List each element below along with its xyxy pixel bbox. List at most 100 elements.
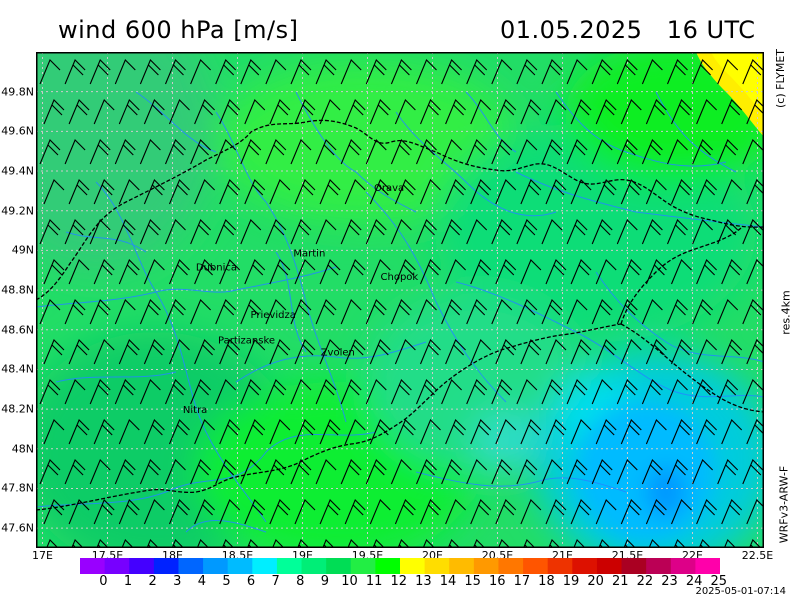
wind-barb — [441, 59, 462, 85]
wind-barb — [620, 99, 642, 125]
wind-barb — [93, 179, 115, 205]
wind-barb — [541, 219, 563, 245]
wind-map: OravaMartinDubnicaChopokPrievidzaPartiza… — [36, 52, 764, 548]
wind-barb — [545, 339, 567, 365]
wind-barb — [43, 419, 65, 445]
wind-barb — [93, 259, 115, 285]
wind-barb — [721, 179, 743, 205]
wind-barb — [445, 339, 466, 365]
colorbar-swatch — [400, 558, 426, 574]
wind-barb — [466, 379, 488, 405]
wind-barb — [620, 259, 642, 285]
lon-tick-label: 22.5E — [741, 549, 774, 562]
wind-barb — [139, 379, 161, 405]
wind-barb — [340, 459, 362, 485]
wind-barb — [645, 419, 667, 445]
wind-barb — [365, 379, 387, 405]
colorbar-label: 25 — [710, 574, 728, 589]
wind-barb — [620, 499, 642, 525]
colorbar-swatch — [523, 558, 549, 574]
wind-barb — [495, 179, 517, 205]
lat-tick-label: 47.8N — [1, 481, 34, 495]
wind-barb — [620, 339, 642, 365]
wind-barb — [692, 219, 713, 245]
wind-barb — [269, 259, 291, 285]
wind-barb — [516, 459, 538, 485]
wind-barb — [441, 299, 462, 325]
wind-barb — [742, 139, 764, 165]
wind-barb — [470, 499, 492, 525]
wind-barb — [344, 99, 366, 125]
wind-barb — [670, 339, 692, 365]
wind-barb — [340, 299, 362, 325]
wind-barb — [721, 339, 743, 365]
wind-barb — [491, 379, 513, 405]
wind-barb — [419, 419, 441, 445]
wind-barb — [566, 139, 588, 165]
wind-barb — [616, 59, 638, 85]
colorbar-swatch — [547, 558, 573, 574]
wind-barb — [139, 219, 161, 245]
wind-barb — [244, 179, 266, 205]
wind-barb — [39, 379, 61, 405]
city-label: Dubnica — [196, 262, 237, 273]
wind-barb — [696, 179, 717, 205]
wind-barb — [164, 459, 186, 485]
colorbar-label: 4 — [197, 574, 206, 589]
colorbar-swatch — [350, 558, 376, 574]
wind-barb — [265, 459, 287, 485]
colorbar-swatch — [326, 558, 352, 574]
wind-barb — [415, 459, 437, 485]
colorbar-label: 10 — [341, 574, 358, 589]
wind-barb — [495, 259, 517, 285]
wind-barb — [89, 59, 111, 85]
wind-barb — [670, 99, 692, 125]
wind-barb — [717, 59, 739, 85]
wind-barb — [265, 219, 287, 245]
wind-barb — [620, 179, 642, 205]
colorbar-swatch — [498, 558, 524, 574]
wind-barb — [219, 99, 241, 125]
wind-barb — [68, 99, 90, 125]
wind-barb — [215, 379, 237, 405]
wind-barb — [545, 179, 567, 205]
wind-barb — [415, 299, 437, 325]
wind-barb — [441, 379, 462, 405]
wind-barb — [641, 139, 663, 165]
wind-barb — [616, 219, 638, 245]
lat-tick-label: 48.6N — [1, 323, 34, 337]
wind-barb — [491, 299, 513, 325]
wind-barb — [545, 99, 567, 125]
wind-barb — [168, 499, 190, 525]
chart-title: wind 600 hPa [m/s] — [58, 16, 299, 44]
colorbar-swatch — [596, 558, 623, 574]
wind-barb — [491, 219, 513, 245]
wind-barb — [570, 259, 592, 285]
wind-barb — [139, 299, 161, 325]
wind-barb — [495, 339, 517, 365]
wind-barb — [415, 139, 437, 165]
wind-barb — [340, 59, 362, 85]
forecast-datetime: 01.05.2025 16 UTC — [500, 16, 756, 44]
wind-barb — [541, 379, 563, 405]
wind-barb — [118, 179, 140, 205]
wind-barb — [93, 499, 115, 525]
wind-barb — [742, 219, 764, 245]
wind-barb — [244, 259, 266, 285]
wind-barb — [290, 219, 312, 245]
colorbar-swatch — [227, 558, 253, 574]
wind-barb — [419, 179, 441, 205]
colorbar-label: 21 — [612, 574, 629, 589]
generation-timestamp: 2025-05-01-07:14 — [695, 586, 786, 597]
wind-barb — [164, 379, 186, 405]
wind-barb — [692, 379, 713, 405]
wind-barb — [390, 139, 412, 165]
wind-barb — [541, 139, 563, 165]
wind-barb — [265, 59, 287, 85]
wind-barb — [290, 379, 312, 405]
model-label: WRFv3-ARW-F — [777, 465, 791, 544]
wind-barb — [68, 259, 90, 285]
wind-barb — [616, 459, 638, 485]
wind-barb — [143, 99, 165, 125]
wind-barb — [118, 99, 140, 125]
